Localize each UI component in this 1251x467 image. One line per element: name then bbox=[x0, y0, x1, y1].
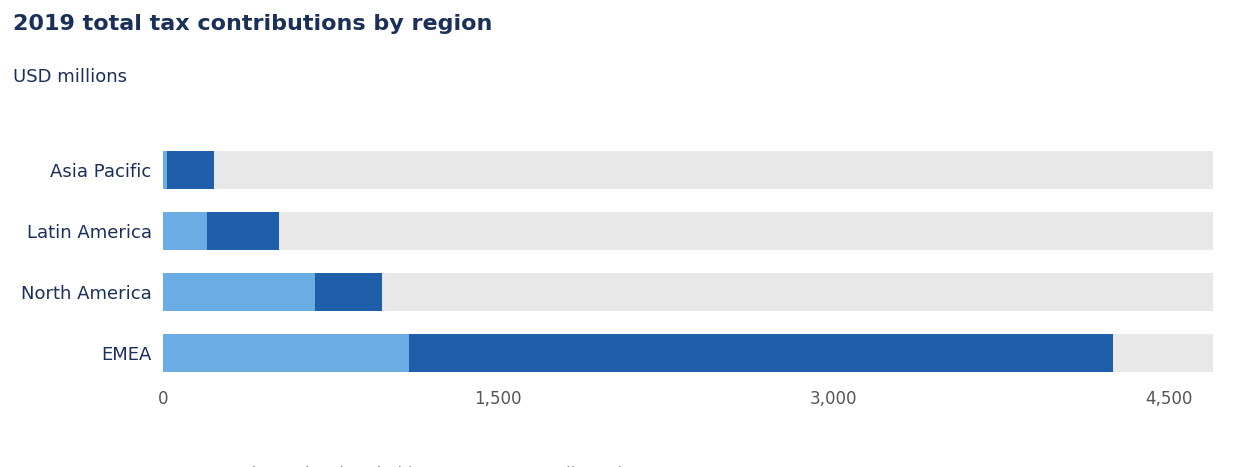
Legend: Tax borne by shareholders, Tax collected: Tax borne by shareholders, Tax collected bbox=[171, 459, 628, 467]
Text: 2019 total tax contributions by region: 2019 total tax contributions by region bbox=[13, 14, 492, 34]
Bar bbox=[163, 151, 1213, 189]
Bar bbox=[163, 212, 208, 250]
Bar bbox=[163, 273, 1213, 311]
Bar bbox=[208, 212, 279, 250]
Text: USD millions: USD millions bbox=[13, 68, 126, 86]
Bar bbox=[163, 334, 1213, 372]
Bar bbox=[163, 334, 409, 372]
Bar bbox=[409, 334, 1113, 372]
Bar bbox=[315, 273, 382, 311]
Bar bbox=[163, 151, 168, 189]
Bar bbox=[163, 212, 1213, 250]
Bar bbox=[168, 151, 214, 189]
Bar bbox=[163, 273, 315, 311]
